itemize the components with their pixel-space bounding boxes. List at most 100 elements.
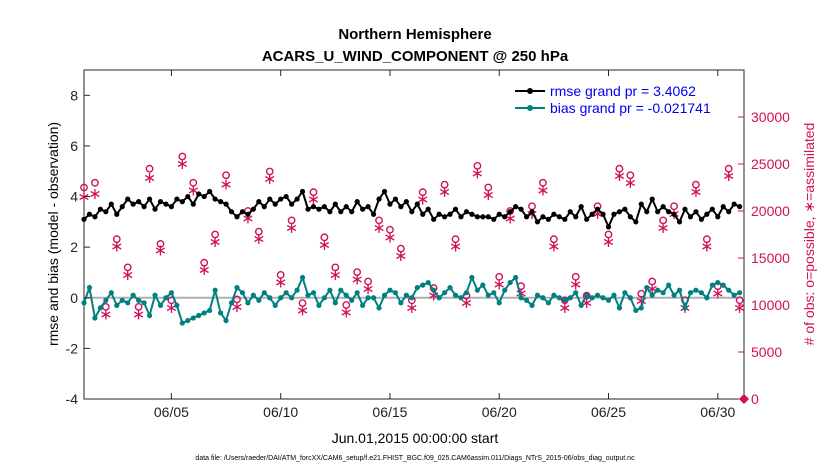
x-tick-label: 06/15 <box>372 404 407 420</box>
rmse-point <box>81 216 87 222</box>
possible-obs-point <box>648 277 657 286</box>
rmse-point <box>600 211 606 217</box>
legend-bias-marker <box>527 105 533 111</box>
rmse-point <box>584 216 590 222</box>
right-y-tick-label: 15000 <box>751 250 790 266</box>
rmse-point <box>709 206 715 212</box>
rmse-point <box>376 196 382 202</box>
assimilated-obs-point: ∗ <box>449 237 462 256</box>
rmse-point <box>125 196 131 202</box>
rmse-point <box>589 211 595 217</box>
rmse-point <box>130 201 136 207</box>
bias-point <box>349 297 355 303</box>
rmse-point <box>228 209 235 215</box>
rmse-point <box>196 191 202 197</box>
assimilated-obs-point: ∗ <box>394 246 407 265</box>
plot-area <box>83 69 745 400</box>
rmse-point <box>310 204 317 210</box>
rmse-point <box>666 209 672 215</box>
bias-point <box>289 295 295 301</box>
rmse-point <box>392 196 399 202</box>
rmse-point <box>616 209 623 215</box>
rmse-point <box>594 206 601 212</box>
rmse-point <box>141 204 147 210</box>
rmse-point <box>649 196 655 202</box>
assimilated-obs-point: ∗ <box>176 154 189 173</box>
bias-point <box>731 292 737 298</box>
rmse-point <box>655 209 661 215</box>
possible-obs-point <box>276 271 285 279</box>
rmse-point <box>474 214 480 220</box>
x-tick-label: 06/05 <box>154 404 189 420</box>
bias-point <box>611 292 617 298</box>
assimilated-obs-point: ∗ <box>208 232 221 251</box>
bias-point <box>556 295 562 301</box>
rmse-point <box>234 214 240 220</box>
rmse-point <box>502 214 508 220</box>
rmse-point <box>305 206 311 212</box>
rmse-point <box>86 211 93 217</box>
rmse-point <box>354 199 360 205</box>
rmse-point <box>491 216 497 222</box>
rmse-point <box>278 196 284 202</box>
y-tick-label: 8 <box>70 87 78 103</box>
bias-point <box>157 302 164 308</box>
bias-point <box>403 292 409 298</box>
rmse-point <box>409 209 415 215</box>
rmse-point <box>441 214 448 220</box>
bias-point <box>321 295 327 301</box>
bias-point <box>693 287 699 293</box>
assimilated-obs-point: ∗ <box>733 298 746 317</box>
rmse-point <box>179 199 185 205</box>
bias-point <box>644 285 650 291</box>
bias-point <box>217 310 224 316</box>
rmse-point <box>163 201 169 207</box>
assimilated-obs-point: ∗ <box>88 184 101 203</box>
y-tick-label: -4 <box>66 391 79 407</box>
rmse-point <box>534 219 541 225</box>
rmse-point <box>627 214 633 220</box>
rmse-point <box>496 211 502 217</box>
assimilated-obs-point: ∗ <box>602 232 615 251</box>
possible-obs-point <box>331 263 340 272</box>
x-tick-label: 06/10 <box>263 404 298 420</box>
rmse-point <box>370 211 377 217</box>
assimilated-obs-point: ∗ <box>547 237 560 256</box>
bias-point <box>704 295 710 301</box>
rmse-point <box>523 214 530 220</box>
bias-point <box>201 310 207 316</box>
obs-axis-marker <box>739 394 749 404</box>
bias-point <box>245 300 251 306</box>
rmse-point <box>573 214 579 220</box>
possible-obs-point <box>200 258 209 267</box>
assimilated-obs-point: ∗ <box>340 303 353 322</box>
legend: rmse grand pr = 3.4062 bias grand pr = -… <box>515 83 711 116</box>
bias-point <box>365 295 371 301</box>
rmse-point <box>698 216 704 222</box>
possible-obs-point <box>189 178 198 187</box>
bias-point <box>425 279 431 286</box>
assimilated-obs-point: ∗ <box>263 169 276 188</box>
rmse-point <box>381 188 388 195</box>
chart-title: Northern Hemisphere <box>338 26 491 43</box>
bias-point <box>584 292 590 298</box>
bias-point <box>114 302 120 308</box>
legend-rmse-marker <box>527 88 533 94</box>
possible-obs-point <box>396 244 405 253</box>
assimilated-obs-point: ∗ <box>503 209 516 228</box>
rmse-point <box>420 211 426 217</box>
assimilated-obs-point: ∗ <box>132 304 145 323</box>
bias-point <box>551 292 557 298</box>
rmse-point <box>687 214 694 220</box>
bias-point <box>103 297 109 303</box>
rmse-point <box>726 209 732 215</box>
right-y-tick-label: 25000 <box>751 156 790 172</box>
bias-point <box>600 295 606 301</box>
y-tick-label: -2 <box>66 340 79 356</box>
rmse-point <box>469 211 475 217</box>
bias-point <box>518 295 524 301</box>
legend-bias-label: bias grand pr = -0.021741 <box>550 100 711 116</box>
rmse-point <box>414 201 420 207</box>
bias-point <box>594 292 601 298</box>
rmse-point <box>622 206 628 212</box>
